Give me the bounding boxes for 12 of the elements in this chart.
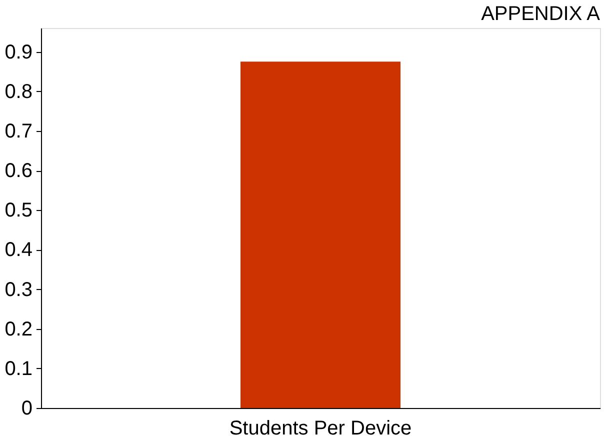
y-tick-label: 0.3 — [4, 278, 32, 301]
y-tick-label: 0.4 — [4, 239, 32, 262]
y-tick-label: 0.5 — [4, 200, 32, 222]
y-tick-label: 0.2 — [4, 318, 32, 340]
y-tick-label: 0.1 — [4, 358, 32, 380]
y-tick-label: 0.7 — [4, 120, 32, 142]
x-tick-label: Students Per Device — [229, 418, 412, 440]
y-tick-label: 0 — [21, 398, 32, 420]
y-tick-label: 0.6 — [4, 160, 32, 182]
chart-title: APPENDIX A — [481, 3, 601, 25]
y-tick-label: 0.9 — [4, 41, 32, 64]
y-tick-label: 0.8 — [4, 80, 32, 103]
